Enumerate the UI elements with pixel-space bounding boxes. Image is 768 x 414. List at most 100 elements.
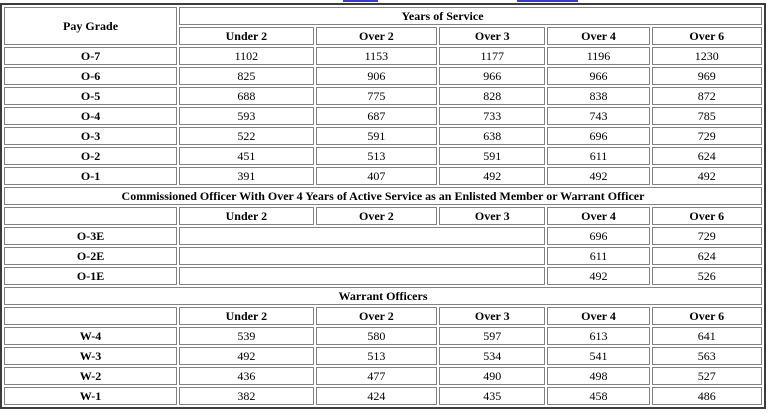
col-header-over-2: Over 2 [315,27,438,45]
cell-value: 624 [651,147,762,165]
cell-value: 687 [315,107,438,125]
section-title-row: Warrant Officers [4,287,762,305]
cell-value: 838 [547,87,650,105]
table-row: O-4 593 687 733 743 785 [4,107,762,125]
cell-value: 696 [547,227,650,245]
cell-value: 391 [179,167,314,185]
cell-value: 382 [179,387,314,405]
blank-cell [179,227,546,245]
col-header-over-6: Over 6 [651,307,762,325]
col-header-over-3: Over 3 [439,307,546,325]
table-row: O-1E 492 526 [4,267,762,285]
cell-value: 492 [439,167,546,185]
col-header-over-4: Over 4 [547,207,650,225]
cell-value: 580 [315,327,438,345]
table-row: O-1 391 407 492 492 492 [4,167,762,185]
cell-value: 733 [439,107,546,125]
table-row: W-4 539 580 597 613 641 [4,327,762,345]
cell-value: 775 [315,87,438,105]
cell-value: 436 [179,367,314,385]
row-header-grade: O-2 [4,147,178,165]
col-header-over-2: Over 2 [315,207,438,225]
cell-value: 969 [651,67,762,85]
cell-value: 597 [439,327,546,345]
cell-value: 591 [315,127,438,145]
cell-value: 1153 [315,47,438,65]
row-header-grade: O-7 [4,47,178,65]
cell-value: 513 [315,347,438,365]
blank-cell [179,247,546,265]
cell-value: 641 [651,327,762,345]
table-row: O-3E 696 729 [4,227,762,245]
cell-value: 541 [547,347,650,365]
row-header-grade: W-4 [4,327,178,345]
years-of-service-header: Years of Service [179,7,762,25]
cell-value: 424 [315,387,438,405]
cell-value: 828 [439,87,546,105]
cell-value: 611 [547,247,650,265]
col-header-under-2: Under 2 [179,27,314,45]
table-row: W-3 492 513 534 541 563 [4,347,762,365]
table-subheader-row: Under 2 Over 2 Over 3 Over 4 Over 6 [4,307,762,325]
cell-value: 407 [315,167,438,185]
col-header-over-4: Over 4 [547,307,650,325]
row-header-grade: O-1 [4,167,178,185]
table-row: W-2 436 477 490 498 527 [4,367,762,385]
cell-value: 492 [651,167,762,185]
pay-table: Pay Grade Years of Service Under 2 Over … [0,3,766,409]
cell-value: 477 [315,367,438,385]
blank-corner-cell [4,307,178,325]
cell-value: 492 [547,167,650,185]
table-subheader-row: Under 2 Over 2 Over 3 Over 4 Over 6 [4,27,762,45]
cell-value: 458 [547,387,650,405]
col-header-over-3: Over 3 [439,27,546,45]
col-header-over-4: Over 4 [547,27,650,45]
section-title-row: Commissioned Officer With Over 4 Years o… [4,187,762,205]
corner-header-pay-grade: Pay Grade [4,7,178,45]
cell-value: 563 [651,347,762,365]
cell-value: 966 [547,67,650,85]
cell-value: 451 [179,147,314,165]
cell-value: 527 [651,367,762,385]
cell-value: 539 [179,327,314,345]
table-row: O-7 1102 1153 1177 1196 1230 [4,47,762,65]
cell-value: 611 [547,147,650,165]
cutoff-link-fragment[interactable] [343,0,378,2]
cell-value: 490 [439,367,546,385]
row-header-grade: W-1 [4,387,178,405]
cell-value: 638 [439,127,546,145]
cell-value: 624 [651,247,762,265]
section-title-prior-enlisted: Commissioned Officer With Over 4 Years o… [4,187,762,205]
cell-value: 688 [179,87,314,105]
row-header-grade: O-1E [4,267,178,285]
table-row: W-1 382 424 435 458 486 [4,387,762,405]
cell-value: 729 [651,127,762,145]
table-row: O-5 688 775 828 838 872 [4,87,762,105]
cell-value: 534 [439,347,546,365]
col-header-over-3: Over 3 [439,207,546,225]
cutoff-link-fragment[interactable] [517,0,578,2]
blank-corner-cell [4,207,178,225]
cell-value: 906 [315,67,438,85]
cell-value: 513 [315,147,438,165]
col-header-over-6: Over 6 [651,27,762,45]
cell-value: 1230 [651,47,762,65]
row-header-grade: O-2E [4,247,178,265]
cell-value: 591 [439,147,546,165]
row-header-grade: O-3E [4,227,178,245]
col-header-under-2: Under 2 [179,307,314,325]
table-header-row: Pay Grade Years of Service [4,7,762,45]
col-header-over-6: Over 6 [651,207,762,225]
row-header-grade: O-5 [4,87,178,105]
cell-value: 492 [547,267,650,285]
cell-value: 1196 [547,47,650,65]
row-header-grade: O-4 [4,107,178,125]
table-row: O-6 825 906 966 966 969 [4,67,762,85]
table-row: O-2E 611 624 [4,247,762,265]
cell-value: 825 [179,67,314,85]
table-subheader-row: Under 2 Over 2 Over 3 Over 4 Over 6 [4,207,762,225]
table-row: O-2 451 513 591 611 624 [4,147,762,165]
cell-value: 435 [439,387,546,405]
cell-value: 498 [547,367,650,385]
cell-value: 593 [179,107,314,125]
